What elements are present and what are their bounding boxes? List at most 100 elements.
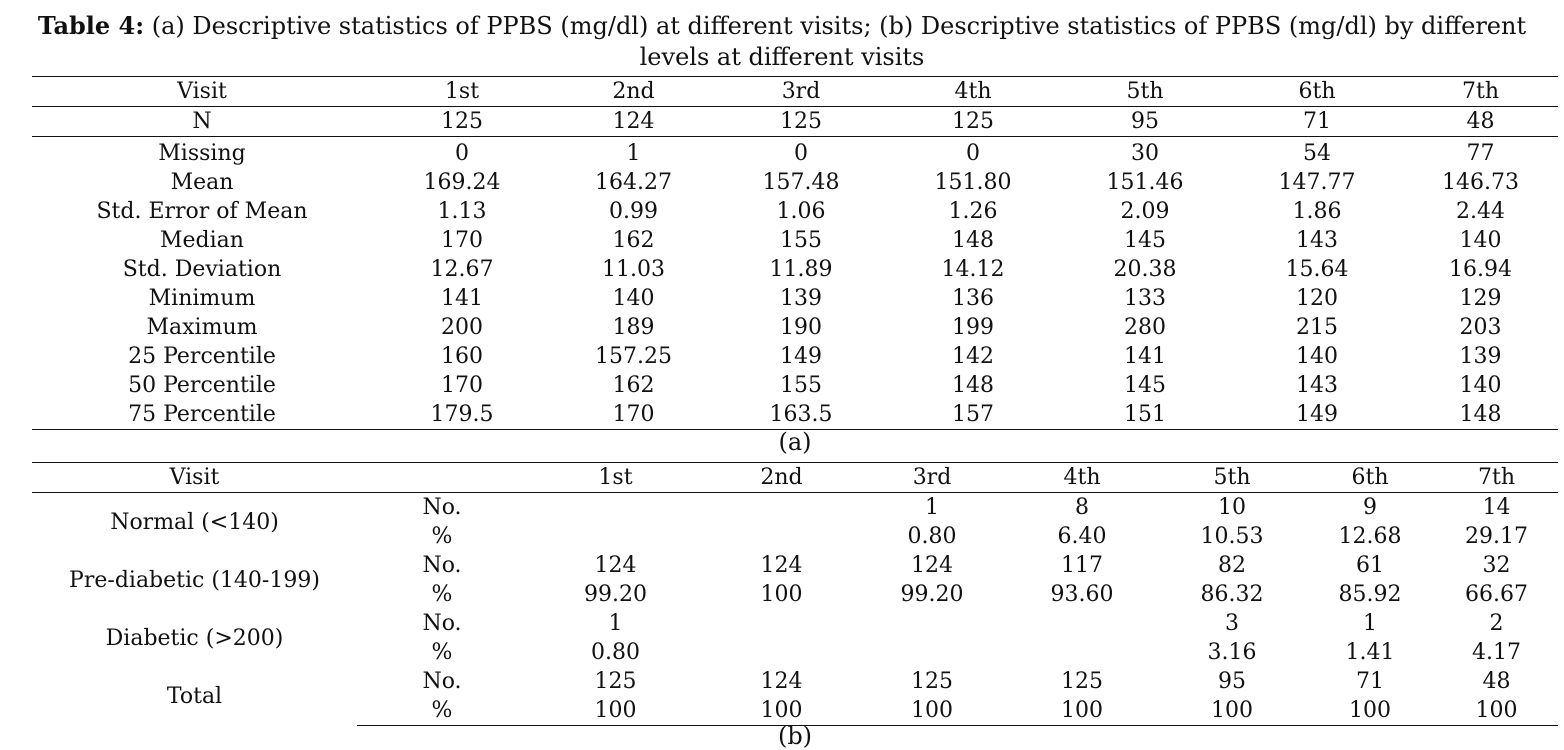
row-label: Std. Deviation [122,257,282,282]
table-header-row: Visit 1st 2nd 3rd 4th 5th 6th 7th [32,76,1558,107]
level-label: Normal (<140) [110,509,279,535]
table-cell: 125 [715,106,887,137]
header-cell: 3rd [715,76,887,107]
table-cell: 141 [1124,344,1166,369]
table-cell: 99.20 [900,582,964,607]
table-cell: 0 [455,141,469,166]
table-cell: 190 [780,315,822,340]
table-cell: 0.80 [591,640,640,665]
table-cell: 1 [925,495,939,520]
table-cell: 100 [760,582,803,607]
table-cell: 125 [911,669,953,694]
table-cell: 100 [1305,696,1435,726]
table-b: Visit 1st 2nd 3rd 4th 5th 6th 7th Normal (<140) N… [32,462,1558,726]
table-cell: 9 [1363,495,1377,520]
table-row: Normal (<140) No. 1 8 10 9 14 [32,493,1558,535]
table-cell: 125 [1061,669,1103,694]
table-cell: 11.89 [769,257,833,282]
table-cell: 129 [1459,286,1502,311]
table-cell: 164.27 [595,170,672,195]
table-cell: 10 [1218,495,1246,520]
header-cell: 7th [1435,462,1558,493]
table-cell: 12.67 [430,257,494,282]
table-cell: 1 [626,141,641,166]
table-cell: 2 [1489,611,1504,636]
level-label: Diabetic (>200) [105,625,284,651]
table-cell: 0 [794,141,808,166]
table-cell: 1.41 [1345,640,1395,665]
header-cell: Visit [32,462,357,493]
table-cell: 149 [1231,400,1403,430]
table-caption: Table 4: (a) Descriptive statistics of P… [30,10,1534,73]
header-cell [357,462,527,493]
header-cell: 6th [1231,76,1403,107]
table-cell: 148 [952,228,994,253]
table-cell: 157.48 [762,170,840,195]
table-cell: 30 [1131,141,1159,166]
table-cell [527,522,704,551]
table-cell: 0.80 [907,524,957,549]
table-cell: 14.12 [941,257,1005,282]
table-cell: 0.99 [609,199,658,224]
table-cell: 100 [1435,696,1558,726]
table-cell: 4.17 [1472,640,1521,665]
table-cell: 125 [887,106,1059,137]
table-row: Mean 169.24 164.27 157.48 151.80 151.46 147.77… [32,168,1558,197]
header-cell: 5th [1059,76,1231,107]
table-cell: 124 [760,669,803,694]
stat-label: No. [422,611,462,636]
table-cell: 155 [780,228,822,253]
table-cell: 100 [704,696,859,726]
table-cell: 124 [552,106,715,137]
header-cell: 2nd [552,76,715,107]
table-cell: 120 [1296,286,1338,311]
table-cell: 145 [1124,228,1166,253]
header-cell: 4th [1005,462,1159,493]
table-cell: 1.06 [776,199,826,224]
table-cell: 280 [1124,315,1166,340]
table-cell: 179.5 [372,400,552,430]
table-cell: 157.25 [595,344,672,369]
table-cell: 20.38 [1113,257,1177,282]
table-row: 75 Percentile 179.5 170 163.5 157 151 149 148 [32,400,1558,430]
table-cell: 1.13 [437,199,487,224]
table-cell: 143 [1296,228,1338,253]
table-cell: 139 [780,286,822,311]
header-cell: 2nd [704,462,859,493]
table-cell: 140 [1459,373,1502,398]
table-cell [704,493,859,523]
table-cell: 145 [1124,373,1166,398]
table-cell: 160 [441,344,483,369]
table-cell: 100 [859,696,1005,726]
table-cell [704,638,859,667]
stat-label: % [357,696,527,726]
table-row: % 0.80 3.16 1.41 4.17 [32,638,1558,667]
header-cell: 1st [372,76,552,107]
table-cell: 2.44 [1456,199,1505,224]
table-cell: 189 [612,315,655,340]
table-cell: 32 [1482,553,1511,578]
table-row: N 125 124 125 125 95 71 48 [32,106,1558,137]
table-row: % 100 100 100 100 100 100 100 [32,696,1558,726]
table-cell: 15.64 [1285,257,1349,282]
table-cell: 151.46 [1106,170,1184,195]
table-cell: 100 [1159,696,1305,726]
table-cell [704,522,859,551]
table-cell: 139 [1459,344,1502,369]
table-cell: 147.77 [1278,170,1356,195]
row-label: Maximum [146,315,258,340]
table-cell: 169.24 [423,170,501,195]
table-cell: 93.60 [1050,582,1114,607]
table-cell: 124 [911,553,953,578]
row-label: Missing [158,141,246,166]
table-cell: 71 [1231,106,1403,137]
table-cell: 48 [1482,669,1511,694]
table-cell: 86.32 [1200,582,1264,607]
level-label: Total [166,683,223,709]
table-row: Std. Deviation 12.67 11.03 11.89 14.12 20.38 1… [32,255,1558,284]
row-label: Minimum [148,286,256,311]
table-cell: 149 [780,344,822,369]
table-cell: 66.67 [1465,582,1528,607]
table-cell: 95 [1218,669,1246,694]
table-cell: 3 [1225,611,1239,636]
